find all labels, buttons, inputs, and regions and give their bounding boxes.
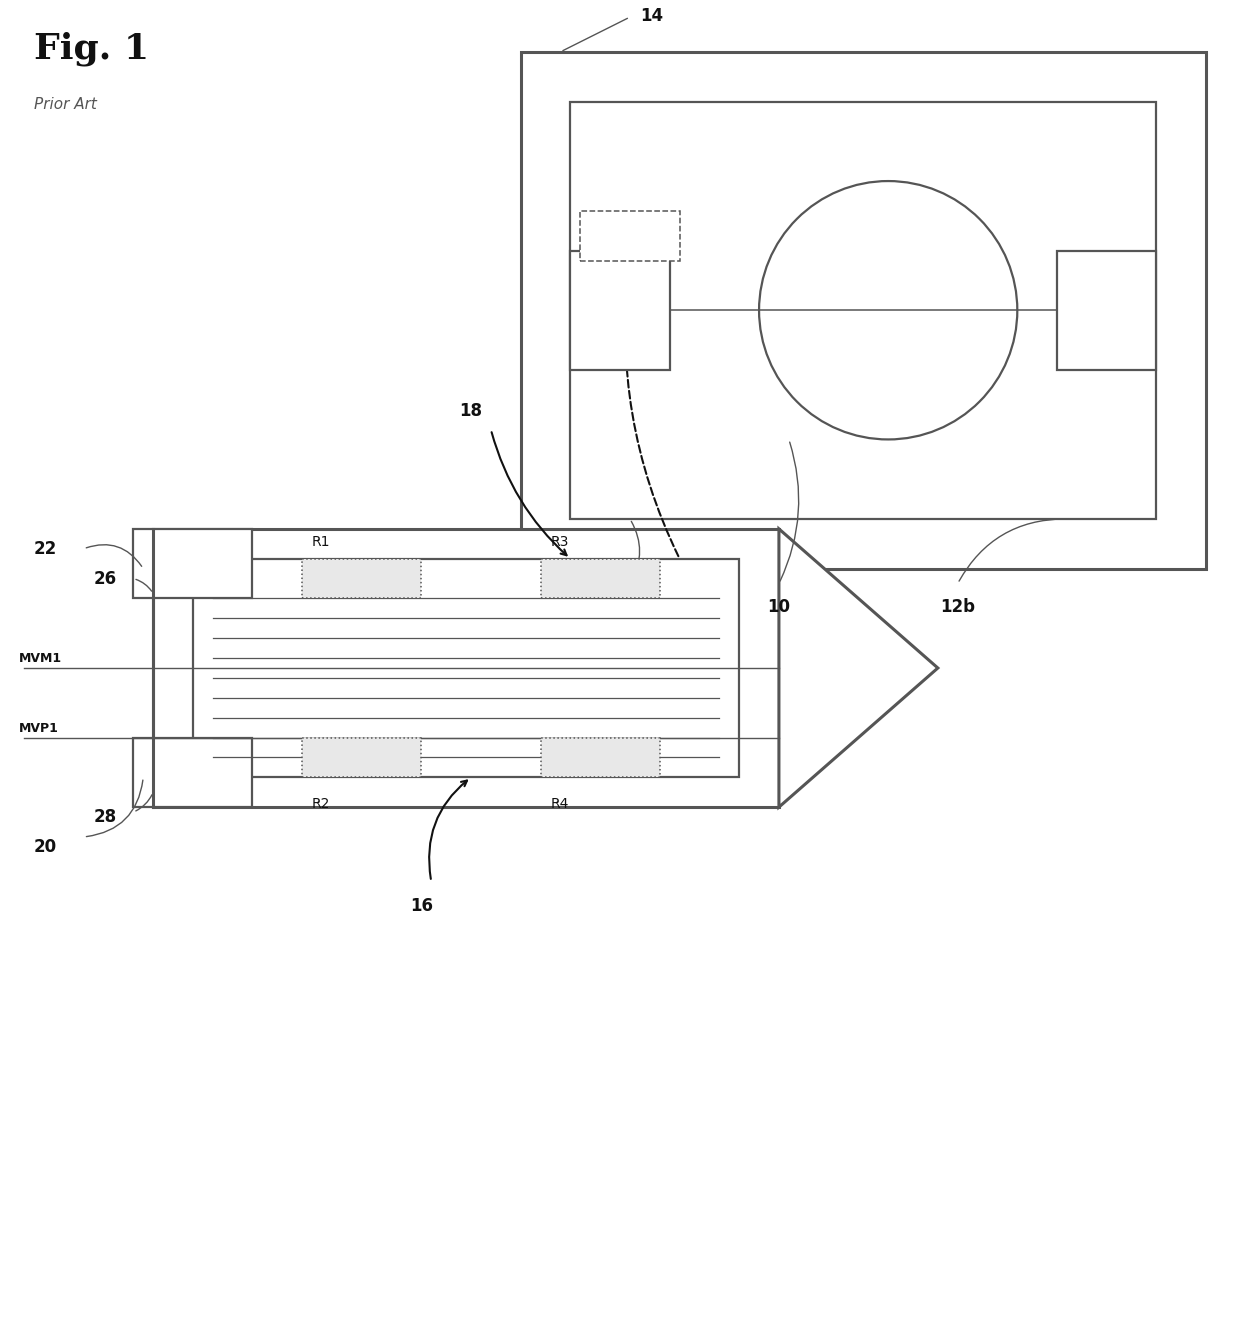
Text: 12a: 12a	[603, 598, 637, 617]
Bar	[193, 559, 739, 777]
Text: 12b: 12b	[940, 598, 975, 617]
Bar	[570, 250, 670, 369]
Text: 28: 28	[93, 808, 117, 826]
Bar	[133, 737, 253, 807]
Bar	[541, 559, 660, 598]
Text: R1: R1	[312, 535, 331, 549]
Bar	[303, 559, 422, 598]
Text: 26: 26	[93, 570, 117, 587]
Text: MVM1: MVM1	[19, 652, 62, 665]
Text: Fig. 1: Fig. 1	[33, 32, 149, 67]
Circle shape	[759, 181, 1017, 439]
Text: 20: 20	[33, 838, 57, 856]
Bar	[1056, 250, 1157, 369]
Text: R4: R4	[551, 797, 569, 811]
Polygon shape	[779, 529, 937, 807]
Text: R2: R2	[312, 797, 330, 811]
Bar	[541, 737, 660, 777]
Text: 18: 18	[460, 401, 482, 420]
Bar	[154, 529, 779, 807]
Bar	[521, 52, 1207, 569]
Bar	[303, 737, 422, 777]
Bar	[570, 102, 1157, 519]
Text: 10: 10	[768, 598, 790, 617]
Text: R3: R3	[551, 535, 569, 549]
Bar	[580, 211, 680, 261]
Bar	[133, 529, 253, 598]
Text: 16: 16	[410, 896, 433, 915]
Text: Prior Art: Prior Art	[33, 96, 97, 111]
Text: 22: 22	[33, 539, 57, 558]
Text: 14: 14	[640, 7, 663, 25]
Text: MVP1: MVP1	[19, 721, 60, 735]
